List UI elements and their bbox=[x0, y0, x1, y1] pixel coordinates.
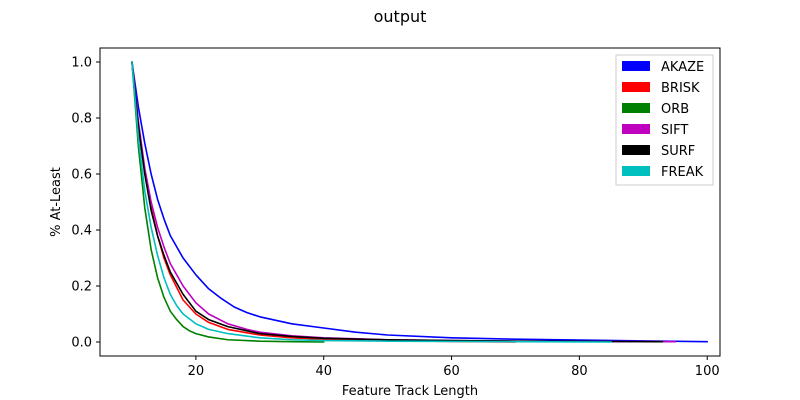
y-tick-label: 0.4 bbox=[71, 224, 92, 239]
legend-swatch-sift bbox=[622, 124, 650, 134]
x-tick-label: 100 bbox=[695, 364, 720, 379]
x-tick-label: 80 bbox=[571, 364, 588, 379]
y-axis-ticks: 0.0 0.2 0.4 0.6 0.8 1.0 bbox=[71, 56, 100, 351]
legend: AKAZE BRISK ORB SIFT SURF FREAK bbox=[615, 54, 714, 186]
legend-label-brisk: BRISK bbox=[661, 81, 700, 96]
x-axis-label: Feature Track Length bbox=[342, 384, 478, 399]
legend-swatch-akaze bbox=[622, 61, 650, 71]
legend-swatch-brisk bbox=[622, 82, 650, 92]
y-tick-label: 0.8 bbox=[71, 112, 92, 127]
x-tick-label: 40 bbox=[315, 364, 332, 379]
series-line-akaze bbox=[131, 61, 709, 343]
series-line-orb bbox=[131, 61, 325, 343]
legend-box bbox=[615, 54, 714, 186]
legend-label-freak: FREAK bbox=[661, 165, 704, 180]
y-tick-label: 0.2 bbox=[71, 280, 92, 295]
y-tick-label: 0.0 bbox=[71, 336, 92, 351]
y-axis-label: % At-Least bbox=[49, 167, 64, 237]
legend-label-sift: SIFT bbox=[661, 123, 688, 138]
x-tick-label: 60 bbox=[443, 364, 460, 379]
legend-label-orb: ORB bbox=[661, 102, 689, 117]
legend-label-surf: SURF bbox=[661, 144, 695, 159]
x-tick-label: 20 bbox=[188, 364, 205, 379]
legend-label-akaze: AKAZE bbox=[661, 60, 704, 75]
series-layer bbox=[131, 61, 709, 343]
y-tick-label: 0.6 bbox=[71, 168, 92, 183]
y-tick-label: 1.0 bbox=[71, 56, 92, 71]
x-axis-ticks: 20 40 60 80 100 bbox=[188, 356, 720, 379]
legend-swatch-surf bbox=[622, 145, 650, 155]
series-line-surf bbox=[131, 61, 664, 343]
legend-swatch-freak bbox=[622, 166, 650, 176]
legend-swatch-orb bbox=[622, 103, 650, 113]
series-line-freak bbox=[131, 61, 613, 343]
chart-title: output bbox=[374, 7, 427, 26]
plot-frame bbox=[99, 47, 721, 357]
